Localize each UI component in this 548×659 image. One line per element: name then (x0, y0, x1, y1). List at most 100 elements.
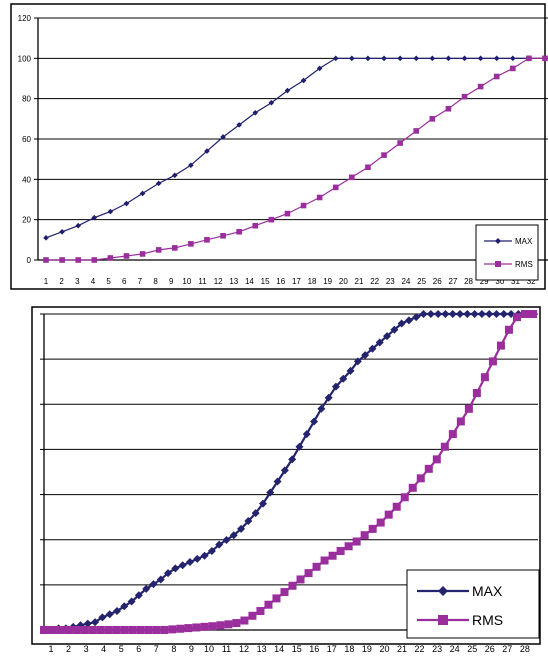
x-tick-label: 18 (344, 644, 354, 654)
chart-frame (10, 3, 546, 290)
x-tick-label: 15 (292, 644, 302, 654)
data-point-max (448, 310, 457, 318)
data-point-rms (139, 251, 146, 257)
data-point-max (156, 575, 165, 584)
x-tick-label: 17 (292, 277, 301, 286)
data-point-rms (72, 626, 81, 634)
data-point-rms (542, 55, 548, 62)
data-point-rms (464, 404, 473, 413)
data-point-rms (220, 233, 226, 239)
data-point-max (456, 310, 465, 318)
data-point-rms (413, 128, 420, 134)
data-point-max (349, 55, 355, 62)
data-point-max (461, 55, 468, 62)
data-point-rms (360, 531, 369, 540)
legend-marker-max (438, 586, 448, 596)
data-point-max (134, 591, 143, 600)
data-point-max (492, 310, 501, 318)
x-tick-label: 2 (66, 644, 71, 654)
x-tick-label: 5 (119, 644, 124, 654)
legend-label-rms: RMS (472, 612, 503, 628)
data-point-rms (136, 626, 145, 634)
data-point-max (510, 55, 516, 62)
x-tick-label: 16 (276, 277, 285, 286)
data-point-rms (456, 417, 465, 426)
series-rms (40, 310, 537, 634)
data-point-rms (88, 626, 97, 634)
data-point-max (368, 344, 377, 353)
data-point-rms (40, 626, 48, 634)
data-point-max (381, 55, 387, 62)
y-tick-label: 20 (22, 216, 31, 225)
data-point-rms (416, 474, 425, 483)
x-tick-label: 19 (323, 277, 332, 286)
data-point-max (426, 310, 435, 318)
x-tick-label: 28 (464, 277, 473, 286)
data-point-rms (296, 575, 305, 584)
data-point-rms (316, 194, 323, 201)
data-point-max (316, 65, 323, 72)
y-tick-label: 60 (22, 135, 31, 144)
data-point-rms (445, 105, 452, 112)
legend-marker-max (495, 238, 501, 244)
data-point-rms (252, 222, 259, 229)
x-tick-label: 1 (48, 644, 53, 654)
y-tick-labels: 0 20 40 60 80 100 120 (18, 14, 32, 265)
data-point-rms (349, 174, 355, 181)
data-point-max (164, 569, 173, 578)
data-point-max (390, 325, 399, 334)
data-point-max (266, 488, 275, 497)
legend: MAX RMS (406, 569, 540, 639)
data-point-max (445, 55, 452, 62)
data-point-max (258, 499, 267, 508)
data-point-rms (376, 518, 385, 527)
data-point-max (204, 148, 210, 154)
data-point-rms (184, 624, 193, 633)
line-chart-bottom: 1 2 3 4 5 6 7 8 9 10 11 12 13 14 15 16 17 18 19 20 21 22 23 24 2… (31, 306, 541, 654)
data-point-rms (332, 184, 339, 191)
data-point-rms (232, 619, 241, 628)
data-point-rms (64, 626, 73, 634)
data-point-rms (477, 83, 484, 90)
data-point-max (499, 310, 508, 318)
data-point-rms (104, 626, 113, 634)
data-point-rms (320, 556, 329, 565)
data-point-max (434, 310, 443, 318)
legend: MAX RMS (475, 224, 539, 281)
data-point-rms (91, 257, 98, 263)
data-point-max (429, 55, 436, 62)
x-tick-labels: 1 2 3 4 5 6 7 8 9 10 11 12 13 14 15 16 17 18 19 20 21 22 23 24 2… (44, 277, 536, 286)
data-point-max (178, 561, 187, 570)
data-point-rms (152, 626, 161, 634)
data-point-max (273, 477, 282, 486)
data-point-rms (168, 625, 177, 634)
data-point-rms (440, 442, 449, 451)
x-tick-label: 21 (355, 277, 364, 286)
x-tick-label: 12 (239, 644, 249, 654)
y-tick-label: 0 (27, 256, 32, 265)
data-point-rms (112, 626, 121, 634)
data-point-max (188, 162, 194, 169)
data-point-max (120, 602, 129, 611)
data-point-max (83, 619, 92, 628)
data-point-rms (224, 620, 233, 629)
x-tick-label: 9 (169, 277, 174, 286)
x-tick-label: 25 (417, 277, 426, 286)
data-point-max (185, 558, 194, 567)
data-point-rms (59, 257, 65, 263)
data-point-rms (160, 626, 169, 634)
data-point-rms (368, 524, 377, 533)
x-tick-label: 23 (386, 277, 395, 286)
data-point-rms (192, 623, 201, 632)
data-point-max (220, 134, 226, 140)
data-point-rms (429, 116, 436, 122)
x-tick-label: 10 (182, 277, 191, 286)
data-point-max (288, 455, 297, 464)
data-point-max (332, 55, 339, 62)
data-point-max (324, 393, 333, 402)
data-point-max (412, 313, 421, 322)
data-point-max (477, 55, 484, 62)
x-tick-label: 27 (448, 277, 457, 286)
gridlines (34, 17, 548, 261)
data-point-max (339, 374, 348, 383)
